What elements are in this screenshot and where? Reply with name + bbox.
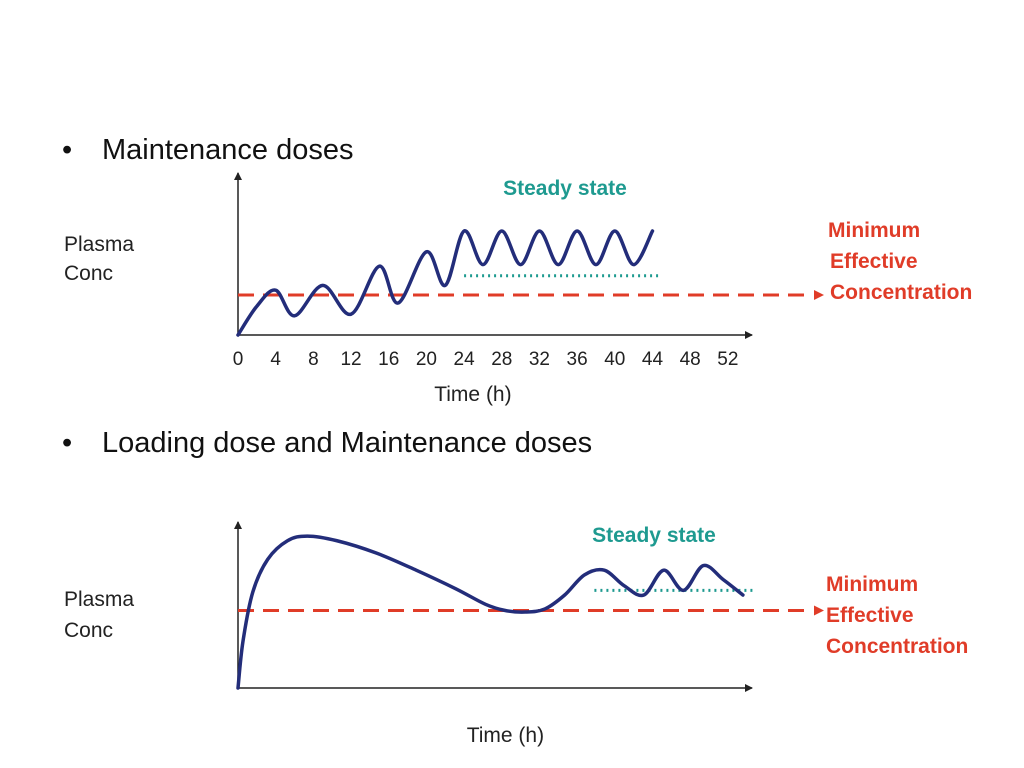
x-tick-label: 44 <box>642 349 664 370</box>
bullet-text: Maintenance doses <box>102 134 354 166</box>
x-axis-arrow-icon <box>745 684 753 692</box>
mec-label: Minimum <box>826 573 918 596</box>
bullet-text: Loading dose and Maintenance doses <box>102 427 593 459</box>
x-axis-arrow-icon <box>745 331 753 339</box>
x-tick-label: 48 <box>680 349 701 370</box>
steady-state-label: Steady state <box>503 177 627 200</box>
mec-label: Effective <box>826 604 914 627</box>
x-tick-label: 0 <box>233 349 244 370</box>
x-tick-label: 12 <box>340 349 361 370</box>
bullet-point-icon: • <box>62 134 73 166</box>
x-tick-label: 24 <box>454 349 476 370</box>
x-tick-label: 36 <box>567 349 588 370</box>
mec-label: Concentration <box>830 281 972 304</box>
mec-label: Effective <box>830 250 918 273</box>
y-axis-label: Plasma <box>64 233 134 256</box>
mec-arrow-icon <box>814 605 824 616</box>
bullet-point-icon: • <box>62 427 73 459</box>
mec-arrow-icon <box>814 290 824 300</box>
y-axis-label: Conc <box>64 262 113 285</box>
loading-dose-chart: Plasma Conc Time (h) Minimum Effective Concen… <box>64 521 968 747</box>
x-tick-label: 4 <box>270 349 281 370</box>
y-axis-arrow-icon <box>234 172 242 180</box>
x-axis-label: Time (h) <box>467 724 544 747</box>
x-tick-label: 28 <box>491 349 512 370</box>
y-axis-label: Conc <box>64 619 113 642</box>
plasma-concentration-curve <box>236 534 745 690</box>
x-tick-label: 8 <box>308 349 319 370</box>
x-tick-label: 40 <box>604 349 625 370</box>
mec-label: Concentration <box>826 635 968 658</box>
y-axis-label: Plasma <box>64 588 134 611</box>
bullet-maintenance-doses: • Maintenance doses <box>62 134 354 167</box>
plasma-concentration-curve <box>236 229 655 337</box>
x-tick-label: 52 <box>717 349 738 370</box>
x-axis-label: Time (h) <box>434 383 511 406</box>
mec-label: Minimum <box>828 219 920 242</box>
steady-state-label: Steady state <box>592 524 716 547</box>
x-tick-label: 20 <box>416 349 437 370</box>
x-tick-label: 16 <box>378 349 399 370</box>
x-tick-label: 32 <box>529 349 550 370</box>
y-axis-arrow-icon <box>234 521 242 529</box>
bullet-loading-and-maintenance-doses: • Loading dose and Maintenance doses <box>62 427 592 460</box>
